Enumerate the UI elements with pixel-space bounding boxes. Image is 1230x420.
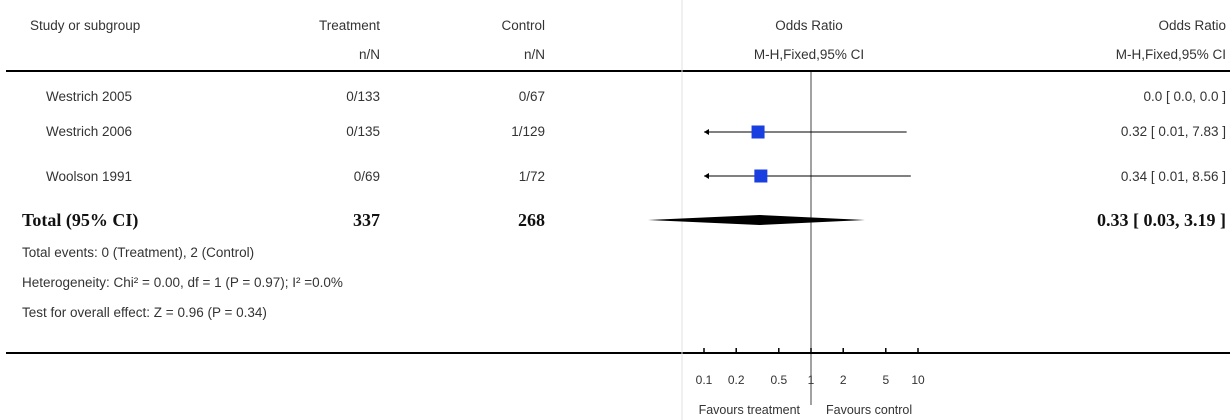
- study-ci: 0.0 [ 0.0, 0.0 ]: [1143, 89, 1226, 104]
- header-treatment: Treatment: [318, 18, 380, 33]
- header-control-sub: n/N: [523, 47, 545, 62]
- header-rule: [6, 70, 1230, 72]
- study-marker: [754, 169, 768, 183]
- overall-effect: Test for overall effect: Z = 0.96 (P = 0…: [22, 305, 267, 320]
- x-tick-label: 0.5: [770, 373, 788, 387]
- ci-arrow-left: [704, 173, 709, 179]
- x-tick-label: 10: [911, 373, 925, 387]
- header-result: Odds Ratio: [1158, 18, 1226, 33]
- total-treatment: 337: [353, 210, 380, 230]
- total-events: Total events: 0 (Treatment), 2 (Control): [22, 245, 255, 260]
- study-name: Westrich 2005: [46, 89, 133, 104]
- x-tick-label: 2: [839, 373, 847, 387]
- header-plot-sub: M-H,Fixed,95% CI: [753, 47, 865, 62]
- study-control: 1/129: [511, 124, 545, 139]
- study-marker: [751, 125, 765, 139]
- x-tick-label: 1: [807, 373, 815, 387]
- favours-treatment-label: Favours treatment: [698, 403, 800, 417]
- study-ci: 0.34 [ 0.01, 8.56 ]: [1120, 169, 1226, 184]
- x-tick-label: 0.1: [695, 373, 713, 387]
- total-ci: 0.33 [ 0.03, 3.19 ]: [1097, 210, 1226, 230]
- study-ci: 0.32 [ 0.01, 7.83 ]: [1120, 124, 1226, 139]
- header-study: Study or subgroup: [30, 18, 141, 33]
- x-tick-label: 5: [882, 373, 890, 387]
- header-result-sub: M-H,Fixed,95% CI: [1115, 47, 1226, 62]
- total-label: Total (95% CI): [22, 210, 139, 230]
- total-control: 268: [518, 210, 545, 230]
- heterogeneity: Heterogeneity: Chi² = 0.00, df = 1 (P = …: [22, 275, 343, 290]
- bottom-rule: [6, 352, 1230, 354]
- total-diamond: [648, 215, 865, 225]
- header-plot: Odds Ratio: [775, 18, 843, 33]
- header-control: Control: [501, 18, 545, 33]
- ci-arrow-left: [704, 129, 709, 135]
- study-name: Westrich 2006: [46, 124, 133, 139]
- study-name: Woolson 1991: [46, 169, 133, 184]
- study-control: 1/72: [518, 169, 545, 184]
- x-tick-label: 0.2: [727, 373, 745, 387]
- favours-control-label: Favours control: [826, 403, 913, 417]
- study-control: 0/67: [518, 89, 545, 104]
- header-treatment-sub: n/N: [358, 47, 380, 62]
- study-treatment: 0/135: [346, 124, 380, 139]
- study-treatment: 0/69: [353, 169, 380, 184]
- study-treatment: 0/133: [346, 89, 380, 104]
